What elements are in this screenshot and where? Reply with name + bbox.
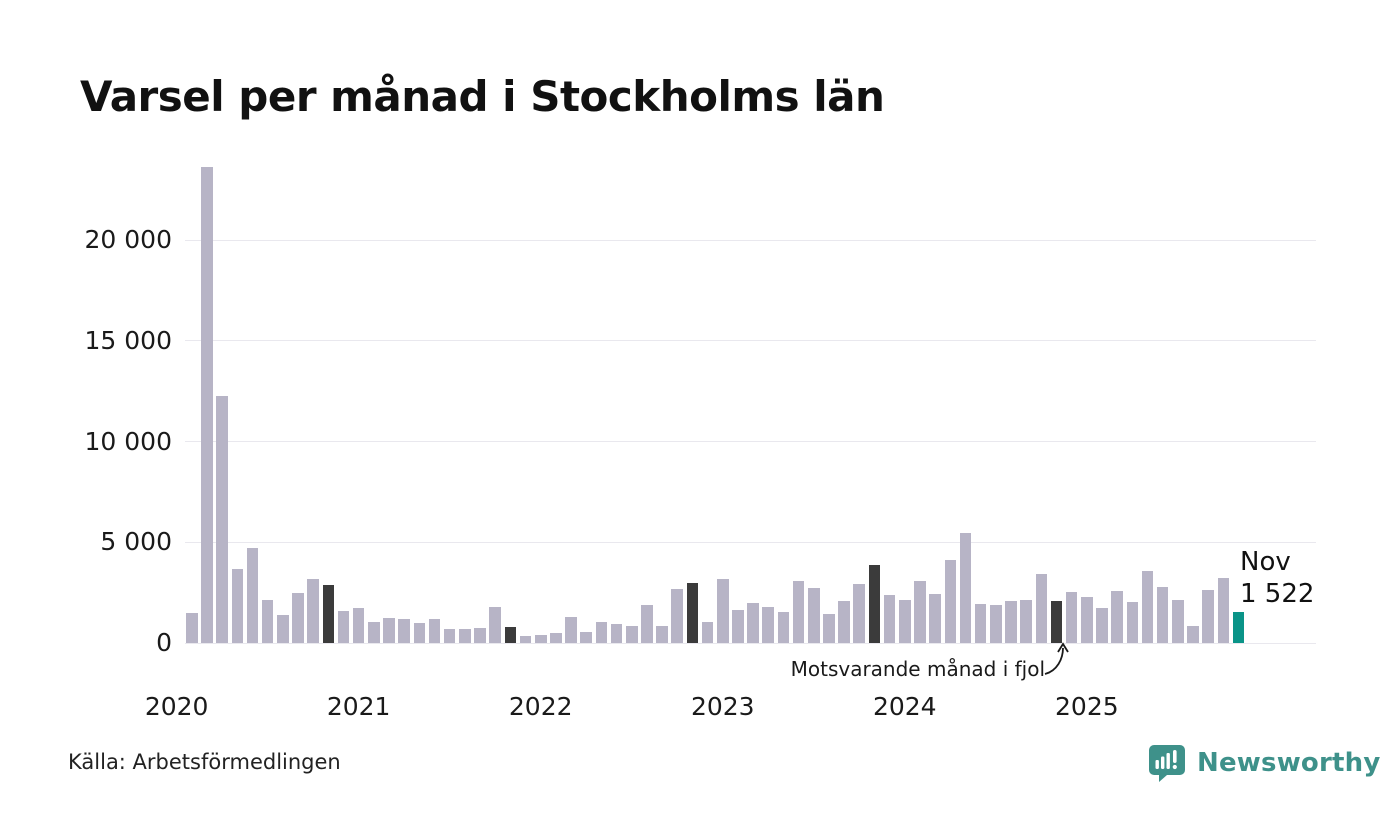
y-axis-label-15000: 15 000 [84, 325, 172, 355]
bar-2023-09 [838, 600, 850, 643]
bar-2022-05 [595, 621, 608, 643]
x-axis-label-2022: 2022 [508, 692, 573, 721]
x-axis-label-2021: 2021 [326, 692, 391, 721]
bar-2025-06 [1156, 586, 1169, 643]
plot-area [185, 155, 1326, 644]
bar-2023-10 [853, 583, 866, 643]
y-axis-label-0: 0 [156, 628, 172, 657]
gridline-15000 [185, 340, 1316, 342]
bar-2024-06 [974, 604, 987, 643]
y-axis-label-5000: 5 000 [100, 527, 172, 557]
bar-2020-07 [261, 599, 274, 643]
bar-2025-07 [1172, 599, 1184, 643]
bar-2022-08 [641, 604, 653, 643]
bar-2022-03 [565, 617, 577, 643]
bar-2023-08 [823, 614, 835, 643]
bar-2020-04 [216, 395, 228, 643]
bar-2022-07 [625, 625, 638, 643]
bar-2025-10 [1217, 578, 1230, 643]
bar-2020-10 [307, 578, 319, 643]
bar-2021-10 [489, 606, 501, 643]
bar-2022-11 [686, 583, 699, 643]
bar-2021-07 [443, 629, 456, 643]
bar-2023-06 [792, 580, 805, 643]
bar-2021-01 [352, 607, 365, 643]
gridline-20000 [185, 239, 1316, 241]
bar-2024-05 [959, 532, 972, 643]
bar-2025-05 [1141, 570, 1154, 643]
bar-2023-05 [777, 611, 790, 643]
annotation-last-year: Motsvarande månad i fjol [790, 657, 1045, 681]
bar-2021-04 [398, 618, 410, 643]
x-axis-label-2025: 2025 [1055, 692, 1119, 721]
bar-2021-12 [519, 635, 532, 643]
bar-2025-03 [1111, 590, 1123, 643]
bar-2021-06 [428, 618, 441, 643]
bar-2025-02 [1096, 608, 1108, 643]
bar-2020-11 [322, 584, 335, 643]
y-axis-label-20000: 20 000 [84, 225, 172, 254]
newsworthy-wordmark: Newsworthy [1197, 748, 1381, 778]
bar-2020-09 [292, 592, 304, 643]
bar-2024-04 [944, 559, 957, 643]
bar-2025-09 [1202, 589, 1214, 643]
bar-2020-03 [201, 167, 213, 643]
y-axis-label-10000: 10 000 [84, 426, 172, 456]
bar-2023-12 [883, 594, 896, 643]
bar-2024-11 [1050, 600, 1063, 643]
x-axis-label-2023: 2023 [690, 692, 755, 721]
gridline-10000 [185, 441, 1316, 442]
bar-2024-10 [1035, 573, 1048, 643]
bar-2022-09 [656, 625, 668, 643]
chart-title: Varsel per månad i Stockholms län [80, 72, 885, 121]
newsworthy-logo: Newsworthy [1146, 742, 1380, 784]
bar-2025-01 [1081, 597, 1093, 643]
bar-2023-11 [868, 564, 881, 643]
bar-2025-08 [1187, 625, 1199, 643]
bar-2022-12 [701, 622, 714, 643]
bar-2023-01 [716, 579, 729, 643]
curved-arrow-icon [1044, 642, 1069, 675]
bar-2022-01 [534, 634, 547, 643]
bar-2022-02 [550, 632, 562, 643]
x-axis-label-2024: 2024 [872, 692, 937, 721]
bar-2021-11 [504, 626, 517, 643]
bar-2022-04 [580, 631, 592, 643]
bar-2024-07 [990, 604, 1002, 643]
bar-2022-06 [610, 624, 623, 643]
bar-2021-09 [474, 628, 486, 643]
bar-2021-03 [383, 617, 395, 643]
latest-value-label: Nov 1 522 [1240, 546, 1314, 610]
bar-2021-08 [459, 628, 471, 643]
bar-2025-04 [1126, 601, 1139, 643]
bar-2024-12 [1065, 591, 1078, 643]
x-axis-label-2020: 2020 [144, 692, 209, 721]
gridline-0 [185, 642, 1316, 644]
latest-month-label: Nov [1240, 547, 1291, 577]
newsworthy-icon [1149, 745, 1185, 782]
bar-2024-09 [1020, 599, 1032, 643]
bar-2023-02 [732, 609, 744, 643]
gridline-5000 [185, 541, 1316, 543]
bar-2023-04 [762, 606, 775, 643]
bar-2024-01 [898, 599, 911, 643]
bar-2025-11 [1232, 612, 1245, 643]
latest-value-number: 1 522 [1240, 579, 1315, 609]
bar-2023-07 [807, 588, 820, 643]
bar-2021-02 [368, 621, 380, 643]
bar-2024-03 [929, 594, 941, 643]
bar-2021-05 [413, 622, 426, 643]
bar-2024-08 [1005, 600, 1017, 643]
bar-2020-06 [246, 548, 259, 643]
source-caption: Källa: Arbetsförmedlingen [68, 750, 341, 774]
bar-2020-08 [277, 615, 289, 643]
bar-2023-03 [747, 603, 759, 643]
bar-2024-02 [914, 580, 926, 643]
bar-2020-02 [186, 613, 198, 643]
bar-2022-10 [671, 588, 684, 643]
bar-2020-12 [337, 610, 350, 643]
bar-2020-05 [231, 569, 244, 643]
